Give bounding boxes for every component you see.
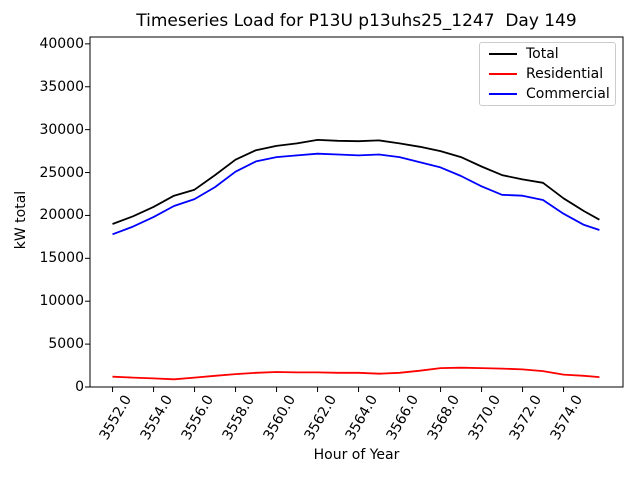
legend-entry-total: Total: [489, 45, 615, 63]
y-tick-label: 0: [75, 379, 84, 395]
legend-entry-commercial: Commercial: [489, 85, 615, 103]
series-lines: [112, 138, 600, 381]
legend-entry-residential: Residential: [489, 65, 615, 83]
legend-label-commercial: Commercial: [526, 86, 610, 102]
legend-label-residential: Residential: [526, 66, 604, 82]
y-tick-label: 40000: [39, 35, 84, 52]
total-line: [112, 138, 600, 225]
y-tick-label: 15000: [39, 250, 84, 267]
tick-marks: [85, 43, 565, 392]
y-tick-label: 20000: [39, 207, 84, 224]
x-axis-label: Hour of Year: [313, 447, 400, 463]
commercial-line-swatch: [489, 93, 517, 95]
axes-box: [89, 36, 624, 388]
total-line-swatch: [489, 53, 517, 55]
y-tick-label: 25000: [39, 164, 84, 181]
legend-label-total: Total: [526, 46, 559, 62]
residential-line: [112, 366, 600, 381]
residential-line-swatch: [489, 73, 517, 75]
chart-title: Timeseries Load for P13U p13uhs25_1247 D…: [136, 11, 577, 31]
y-tick-label: 10000: [39, 293, 84, 310]
y-tick-label: 5000: [48, 336, 84, 353]
y-tick-label: 30000: [39, 121, 84, 138]
legend: Total Residential Commercial: [479, 42, 616, 106]
y-tick-label: 35000: [39, 78, 84, 95]
commercial-line: [112, 152, 600, 236]
